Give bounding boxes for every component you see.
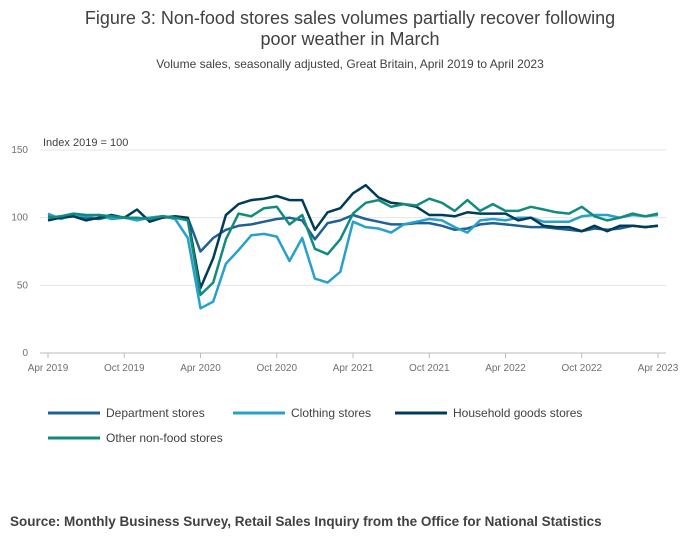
x-tick-label: Apr 2019 [28, 363, 69, 374]
x-tick-label: Oct 2020 [256, 363, 297, 374]
y-tick-label: 100 [11, 213, 28, 224]
y-tick-label: 50 [17, 280, 29, 291]
legend-label: Other non-food stores [106, 431, 223, 445]
chart-title: Figure 3: Non-food stores sales volumes … [85, 8, 615, 49]
x-tick-label: Apr 2023 [638, 363, 679, 374]
x-tick-label: Oct 2022 [561, 363, 602, 374]
series-line [47, 212, 659, 310]
chart-subtitle: Volume sales, seasonally adjusted, Great… [156, 57, 544, 71]
y-tick-label: 0 [22, 348, 28, 359]
x-tick-label: Oct 2019 [104, 363, 145, 374]
legend-label: Household goods stores [453, 406, 582, 420]
legend-label: Department stores [106, 406, 205, 420]
y-tick-label: 150 [11, 145, 28, 156]
x-tick-label: Apr 2022 [485, 363, 526, 374]
x-tick-label: Apr 2020 [180, 363, 221, 374]
source: Source: Monthly Business Survey, Retail … [10, 514, 602, 529]
legend-label: Clothing stores [291, 406, 371, 420]
y-axis-label: Index 2019 = 100 [43, 137, 128, 149]
series-line [47, 197, 659, 297]
x-tick-label: Apr 2021 [333, 363, 374, 374]
x-tick-label: Oct 2021 [409, 363, 450, 374]
series-line [47, 183, 659, 290]
